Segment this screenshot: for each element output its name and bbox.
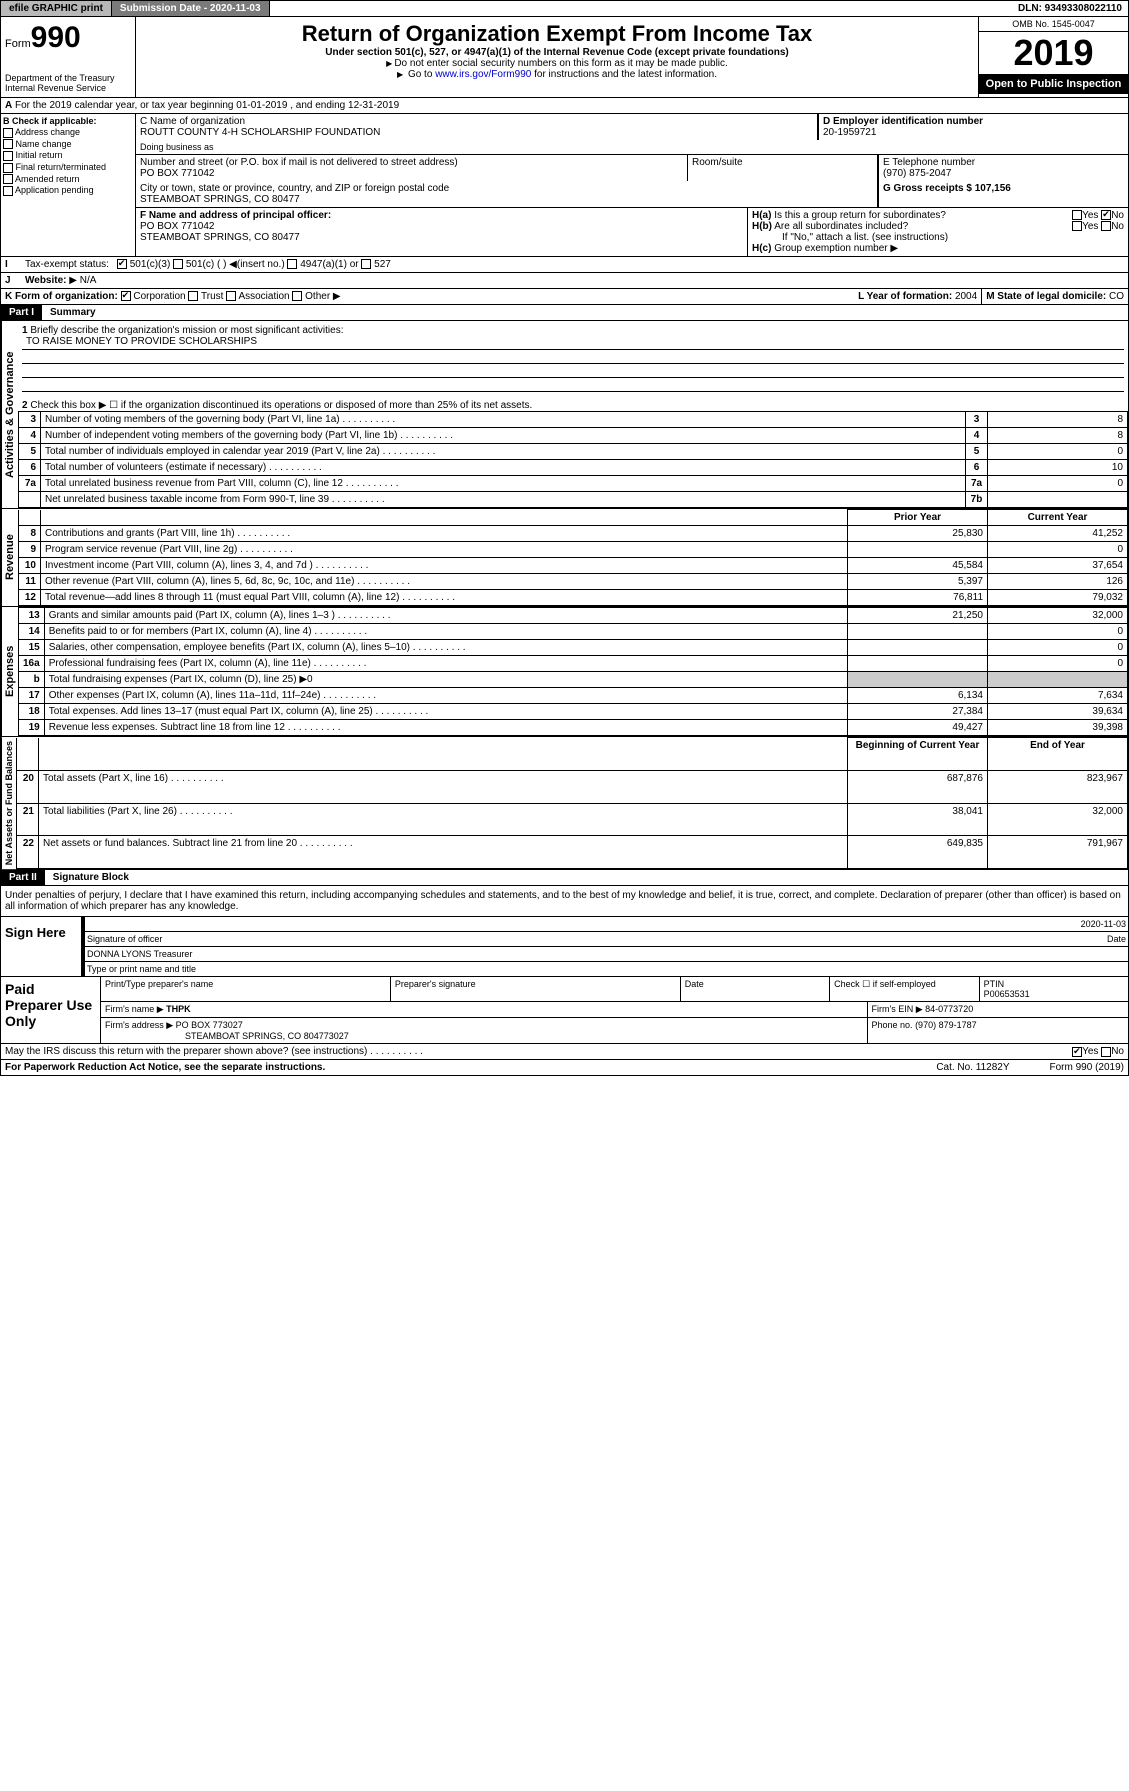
org-name: ROUTT COUNTY 4-H SCHOLARSHIP FOUNDATION xyxy=(140,127,813,138)
revenue-table: Prior YearCurrent Year8Contributions and… xyxy=(18,509,1128,606)
part2-header: Part II Signature Block xyxy=(0,870,1129,886)
part1-body: Activities & Governance 1 Briefly descri… xyxy=(0,321,1129,509)
d-ein-label: D Employer identification number xyxy=(823,116,983,127)
note-ssn: Do not enter social security numbers on … xyxy=(140,58,974,69)
section-governance: Activities & Governance xyxy=(1,321,18,508)
row-i: I Tax-exempt status: 501(c)(3) 501(c) ( … xyxy=(0,257,1129,273)
phone-value: (970) 875-2047 xyxy=(883,168,1124,179)
public-inspection: Open to Public Inspection xyxy=(979,74,1128,94)
c-name-label: C Name of organization xyxy=(140,116,813,127)
main-grid: B Check if applicable: Address change Na… xyxy=(0,114,1129,257)
section-revenue: Revenue xyxy=(1,509,18,606)
submission-date: Submission Date - 2020-11-03 xyxy=(112,1,270,16)
sign-here-label: Sign Here xyxy=(1,917,81,976)
officer-name: DONNA LYONS Treasurer xyxy=(87,949,1126,959)
paid-preparer: Paid Preparer Use Only Print/Type prepar… xyxy=(0,977,1129,1044)
col-b-checkboxes: B Check if applicable: Address change Na… xyxy=(1,114,136,256)
expenses-table: 13Grants and similar amounts paid (Part … xyxy=(18,607,1128,736)
room-label: Room/suite xyxy=(688,155,878,181)
g-receipts-label: G Gross receipts $ 107,156 xyxy=(883,183,1011,194)
irs-link[interactable]: www.irs.gov/Form990 xyxy=(435,69,531,80)
city-label: City or town, state or province, country… xyxy=(140,183,873,194)
form-label: Form990 xyxy=(5,21,131,55)
form-subtitle: Under section 501(c), 527, or 4947(a)(1)… xyxy=(140,47,974,58)
ein-value: 20-1959721 xyxy=(823,127,1124,138)
efile-button[interactable]: efile GRAPHIC print xyxy=(1,1,112,16)
section-netassets: Net Assets or Fund Balances xyxy=(1,737,16,869)
netassets-table: Beginning of Current YearEnd of Year20To… xyxy=(16,737,1128,869)
part1-header: Part I Summary xyxy=(0,305,1129,321)
discuss-row: May the IRS discuss this return with the… xyxy=(0,1044,1129,1060)
city-value: STEAMBOAT SPRINGS, CO 80477 xyxy=(140,194,873,205)
governance-table: 3Number of voting members of the governi… xyxy=(18,411,1128,508)
dln: DLN: 93493308022110 xyxy=(1012,1,1128,16)
tax-year: 2019 xyxy=(979,32,1128,74)
addr-value: PO BOX 771042 xyxy=(140,168,683,179)
declaration: Under penalties of perjury, I declare th… xyxy=(0,886,1129,917)
dept-label: Department of the Treasury Internal Reve… xyxy=(5,73,131,93)
addr-label: Number and street (or P.O. box if mail i… xyxy=(140,157,683,168)
note-link: Go to www.irs.gov/Form990 for instructio… xyxy=(140,69,974,80)
row-a: A For the 2019 calendar year, or tax yea… xyxy=(0,98,1129,114)
row-j: J Website: ▶ N/A xyxy=(0,273,1129,289)
dba-label: Doing business as xyxy=(136,140,1128,155)
form-header: Form990 Department of the Treasury Inter… xyxy=(0,17,1129,98)
section-expenses: Expenses xyxy=(1,607,18,736)
officer-addr2: STEAMBOAT SPRINGS, CO 80477 xyxy=(140,232,743,243)
f-officer-label: F Name and address of principal officer: xyxy=(140,210,331,221)
form-title: Return of Organization Exempt From Incom… xyxy=(140,21,974,47)
row-klm: K Form of organization: Corporation Trus… xyxy=(0,289,1129,305)
top-bar: efile GRAPHIC print Submission Date - 20… xyxy=(0,0,1129,17)
e-phone-label: E Telephone number xyxy=(883,157,1124,168)
footer: For Paperwork Reduction Act Notice, see … xyxy=(0,1060,1129,1076)
officer-addr1: PO BOX 771042 xyxy=(140,221,743,232)
omb-number: OMB No. 1545-0047 xyxy=(979,17,1128,32)
mission-text: TO RAISE MONEY TO PROVIDE SCHOLARSHIPS xyxy=(22,336,1124,350)
